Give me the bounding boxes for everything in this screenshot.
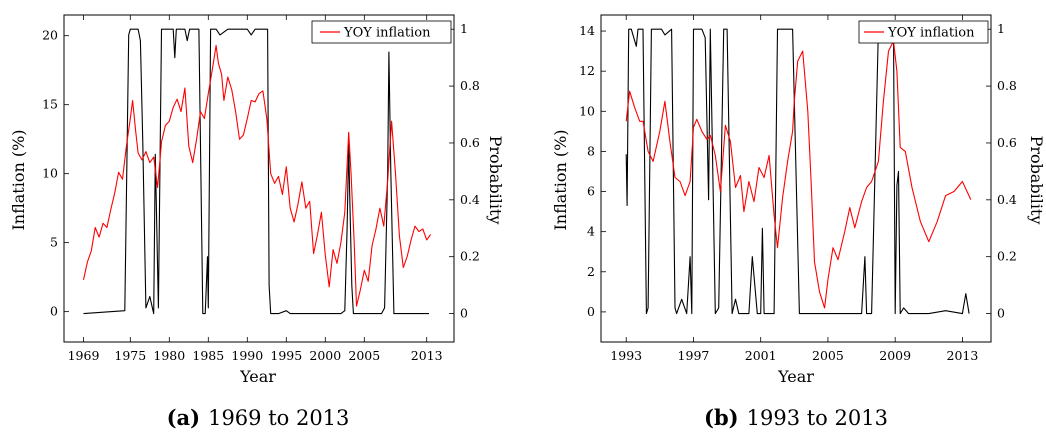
y2-tick-label: 0 <box>997 306 1005 321</box>
y-tick-label: 4 <box>587 224 595 239</box>
y-tick-label: 10 <box>42 166 58 181</box>
y2-axis-label: Probability <box>486 136 505 225</box>
x-axis-ticks: 1969 1975 1980 1985 1990 1995 2000 2005 2013 <box>68 15 443 363</box>
caption-text: 1993 to 2013 <box>747 406 888 430</box>
series-lines <box>625 28 972 315</box>
inflation-line <box>82 44 432 307</box>
x-tick-label: 1985 <box>192 348 224 363</box>
x-tick-label: 2013 <box>411 348 443 363</box>
y-tick-label: 20 <box>42 28 58 43</box>
x-tick-label: 2000 <box>309 348 341 363</box>
y-tick-label: 2 <box>587 264 595 279</box>
y2-tick-label: 0.8 <box>997 78 1017 93</box>
y-tick-label: 0 <box>587 304 595 319</box>
y2-axis-label: Probability <box>1027 136 1046 225</box>
y2-tick-label: 1 <box>997 21 1005 36</box>
y-tick-label: 5 <box>50 235 58 250</box>
y2-tick-label: 0.8 <box>460 78 480 93</box>
y2-axis-ticks: 0 0.2 0.4 0.6 0.8 1 <box>986 21 1017 321</box>
x-axis-label: Year <box>777 367 814 386</box>
y-tick-label: 0 <box>50 304 58 319</box>
x-tick-label: 2005 <box>812 348 844 363</box>
y-tick-label: 8 <box>587 143 595 158</box>
x-tick-label: 2009 <box>879 348 911 363</box>
y-tick-label: 6 <box>587 184 595 199</box>
x-tick-label: 1980 <box>153 348 185 363</box>
caption-b: (b) 1993 to 2013 <box>704 405 888 430</box>
probability-line <box>83 28 429 315</box>
y-tick-label: 12 <box>579 63 595 78</box>
x-tick-label: 1997 <box>678 348 710 363</box>
y2-tick-label: 0.4 <box>460 192 480 207</box>
caption-a: (a) 1969 to 2013 <box>167 405 350 430</box>
legend: YOY inflation <box>311 20 452 44</box>
y2-tick-label: 0.2 <box>997 249 1017 264</box>
y2-tick-label: 0.6 <box>460 135 480 150</box>
chart-panel-b: 1993 1997 2001 2005 2009 2013 0 2 4 6 8 10 12 14 0 0.… <box>551 14 1046 430</box>
legend-box <box>311 20 452 44</box>
series-lines <box>82 28 432 315</box>
y-axis-ticks: 0 5 10 15 20 <box>42 28 69 319</box>
y-tick-label: 15 <box>42 97 58 112</box>
legend-entry: YOY inflation <box>343 26 431 41</box>
y2-tick-label: 0 <box>460 306 468 321</box>
x-tick-label: 2005 <box>348 348 380 363</box>
x-tick-label: 1975 <box>114 348 146 363</box>
y2-axis-ticks: 0 0.2 0.4 0.6 0.8 1 <box>449 21 480 321</box>
y-tick-label: 10 <box>579 103 595 118</box>
legend-box <box>858 20 989 44</box>
x-tick-label: 1969 <box>68 348 100 363</box>
y2-tick-label: 0.6 <box>997 135 1017 150</box>
caption-label: (b) <box>704 405 739 430</box>
caption-label: (a) <box>167 405 200 430</box>
x-tick-label: 2001 <box>745 348 777 363</box>
y-axis-ticks: 0 2 4 6 8 10 12 14 <box>579 23 606 319</box>
y-axis-label: Inflation (%) <box>551 129 570 230</box>
y2-tick-label: 0.4 <box>997 192 1017 207</box>
x-tick-label: 1990 <box>231 348 263 363</box>
plot-frame <box>63 14 455 343</box>
x-tick-label: 1993 <box>610 348 642 363</box>
x-axis-label: Year <box>239 367 276 386</box>
caption-text: 1969 to 2013 <box>208 406 349 430</box>
plot-frame <box>600 14 992 343</box>
chart-panel-a: 1969 1975 1980 1985 1990 1995 2000 2005 2013 051… <box>9 14 505 430</box>
y2-tick-label: 1 <box>460 21 468 36</box>
y2-tick-label: 0.2 <box>460 249 480 264</box>
y-tick-label: 14 <box>579 23 595 38</box>
x-tick-label: 1995 <box>270 348 302 363</box>
legend-entry: YOY inflation <box>887 26 975 41</box>
x-axis-ticks: 1993 1997 2001 2005 2009 2013 <box>610 15 978 363</box>
y-axis-label: Inflation (%) <box>9 129 28 230</box>
legend: YOY inflation <box>858 20 989 44</box>
probability-line <box>625 28 970 315</box>
x-tick-label: 2013 <box>947 348 979 363</box>
